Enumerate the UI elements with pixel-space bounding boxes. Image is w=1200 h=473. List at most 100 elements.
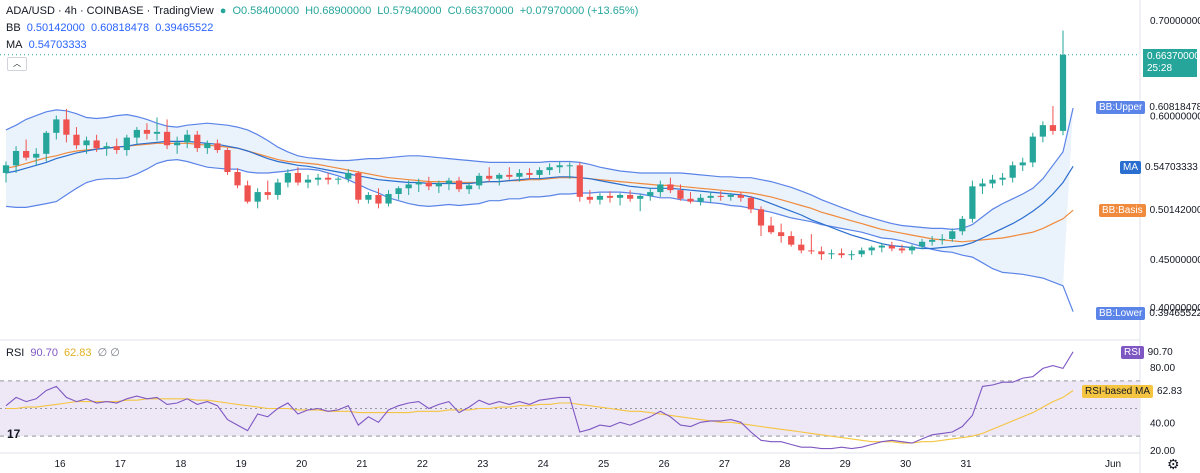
candle [536, 167, 543, 179]
time-tick-label: 20 [296, 459, 308, 470]
candle [73, 127, 80, 150]
candle-body [637, 195, 644, 199]
candle [214, 139, 221, 153]
last-price-value: 0.66370000 [1147, 51, 1200, 62]
candle [1019, 157, 1026, 172]
candle [737, 192, 744, 202]
candle-body [254, 192, 261, 202]
candle [365, 192, 372, 204]
bb-basis-tag: BB:Basis 0.50142000 [1099, 204, 1200, 217]
candle-body [929, 239, 936, 242]
candle [1029, 132, 1036, 168]
candle [33, 148, 40, 166]
ma-legend-value: 0.54703333 [28, 39, 87, 51]
candle [999, 172, 1006, 186]
collapse-legend-button[interactable]: ︿ [7, 57, 27, 71]
candle [12, 146, 20, 173]
candle [355, 171, 362, 204]
candle [576, 162, 583, 202]
candle [596, 193, 604, 205]
candle [43, 130, 50, 162]
candle-body [606, 195, 614, 198]
time-tick-label: 21 [356, 459, 368, 470]
candle-body [204, 143, 211, 149]
candle-body [33, 153, 40, 158]
candle-body [808, 250, 815, 252]
bb-legend[interactable]: BB 0.50142000 0.60818478 0.39465522 [6, 21, 216, 35]
ohlc-high: H0.68900000 [305, 5, 372, 17]
candle [234, 168, 241, 189]
rsi-line [5, 351, 1074, 450]
time-tick-label: 30 [900, 459, 912, 470]
rsi-legend-value: 90.70 [30, 347, 58, 359]
bb-legend-values: 0.50142000 0.60818478 0.39465522 [26, 22, 214, 34]
bb-basis-tag-name: BB:Basis [1099, 204, 1146, 217]
ma-legend[interactable]: MA 0.54703333 [6, 38, 90, 52]
symbol-title[interactable]: ADA/USD · 4h · COINBASE · TradingView [6, 5, 214, 17]
candle [405, 180, 412, 195]
candle [496, 172, 503, 186]
candle [828, 249, 835, 259]
candle [838, 248, 845, 259]
candle-body [949, 231, 956, 239]
candle [939, 234, 946, 245]
time-tick-label: 23 [477, 459, 489, 470]
bb-basis-line [5, 142, 1074, 243]
candle [929, 236, 936, 246]
candle [455, 176, 463, 193]
candle [123, 134, 130, 156]
bb-basis-tag-value: 0.50142000 [1149, 205, 1200, 216]
candle [526, 168, 533, 180]
candle-body [1019, 162, 1026, 166]
candle-body [586, 196, 593, 200]
candle [616, 193, 624, 206]
candle [174, 136, 181, 154]
candle-body [798, 244, 805, 251]
candle-body [113, 146, 120, 151]
rsi-legend[interactable]: RSI 90.70 62.83 ∅ ∅ [6, 346, 123, 360]
candle [566, 162, 573, 179]
candle-body [335, 178, 342, 180]
candle [224, 148, 231, 175]
candle-body [465, 185, 473, 190]
candle-body [667, 184, 674, 191]
candle [627, 190, 634, 202]
candle [63, 108, 70, 143]
gear-icon[interactable]: ⚙ [1167, 456, 1180, 472]
candle [325, 172, 332, 185]
candle-body [375, 194, 382, 204]
candle [425, 176, 432, 191]
candle [898, 244, 906, 254]
candle [979, 178, 986, 194]
bb-lower-tag: BB:Lower 0.39465522 [1096, 307, 1200, 320]
candle-body [747, 197, 755, 210]
bb-lower-line [5, 158, 1074, 312]
ohlc-change: +0.07970000 (+13.65%) [519, 5, 639, 17]
candle-body [405, 184, 412, 189]
candle [103, 142, 110, 156]
candle [274, 178, 281, 200]
candle-body [153, 131, 161, 134]
rsi-ma-line [6, 390, 1074, 444]
candle [516, 169, 523, 182]
candle-body [778, 232, 785, 237]
rsi-ma-tag-value: 62.83 [1157, 386, 1183, 397]
candle-body [757, 209, 765, 226]
candle-body [727, 194, 734, 197]
candle-body [677, 190, 684, 199]
candle-body [627, 194, 634, 199]
candle-body [566, 165, 573, 167]
candle [435, 180, 442, 194]
candle-body [898, 248, 906, 251]
candle [1059, 30, 1067, 136]
candle-body [848, 254, 855, 256]
rsi-tick-label: 40.00 [1150, 418, 1175, 429]
candle [717, 191, 724, 201]
candle [697, 193, 704, 206]
price-tick-label: 0.60000000 [1150, 112, 1200, 123]
candle [506, 167, 513, 180]
candle-body [818, 251, 825, 255]
bb-band-fill [6, 108, 1074, 286]
candle [163, 119, 171, 150]
